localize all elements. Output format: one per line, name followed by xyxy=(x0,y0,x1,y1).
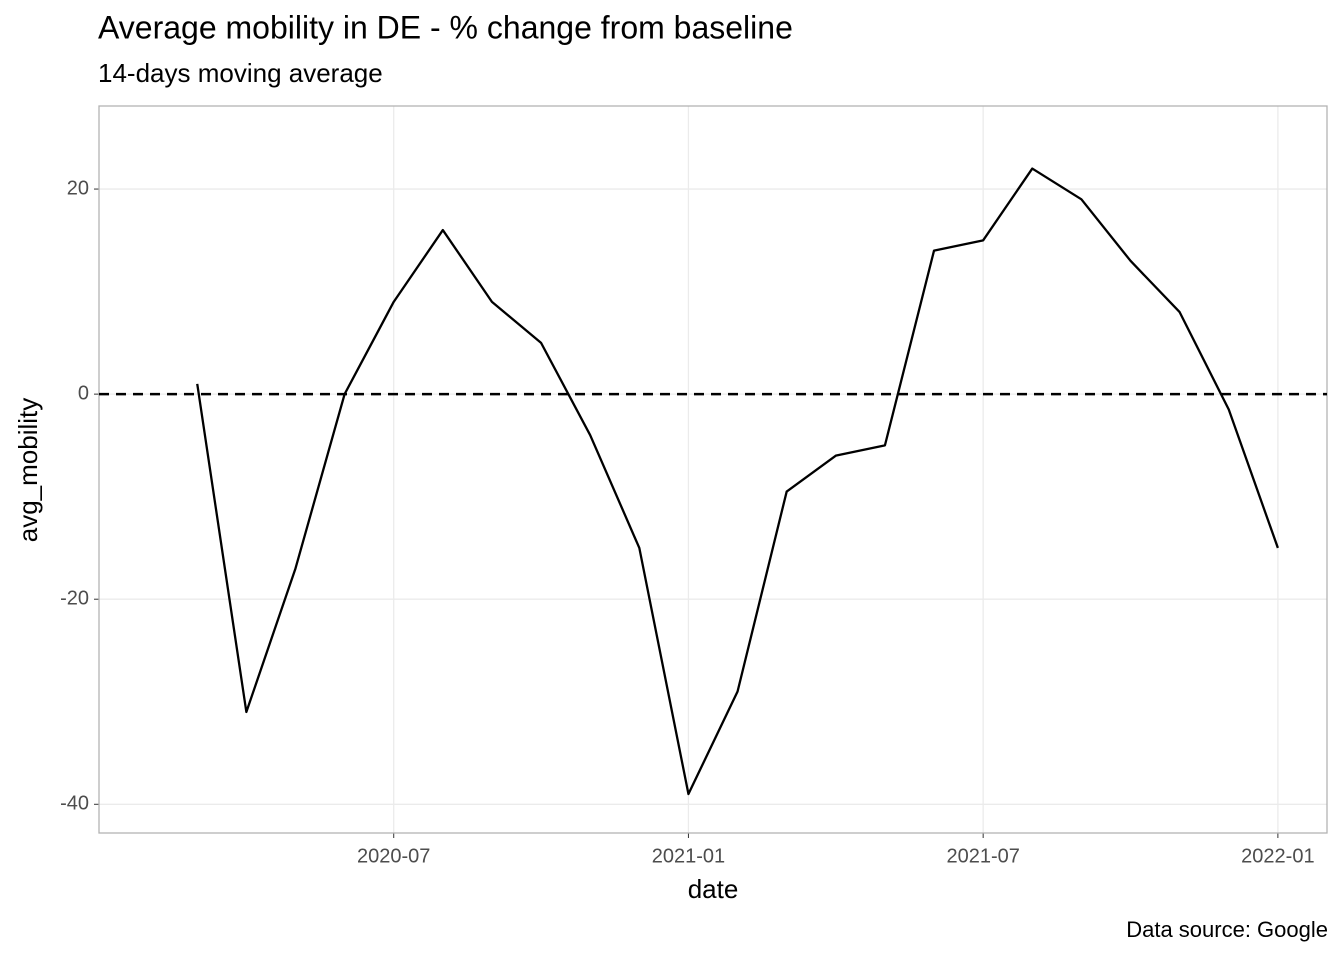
y-tick-label: 20 xyxy=(67,177,89,199)
caption: Data source: Google xyxy=(1126,917,1328,942)
y-tick-label: -20 xyxy=(60,587,89,609)
x-axis-title: date xyxy=(688,874,739,904)
x-tick-label: 2021-01 xyxy=(652,845,725,867)
y-tick-label: -40 xyxy=(60,793,89,815)
chart-subtitle: 14-days moving average xyxy=(98,58,383,88)
y-axis-title: avg_mobility xyxy=(13,398,43,543)
y-tick-label: 0 xyxy=(78,382,89,404)
chart-title: Average mobility in DE - % change from b… xyxy=(98,9,793,45)
x-tick-label: 2022-01 xyxy=(1241,845,1314,867)
panel-border xyxy=(98,105,1328,834)
data-line xyxy=(196,167,1279,796)
panel-background xyxy=(99,106,1327,833)
x-tick-label: 2021-07 xyxy=(946,845,1019,867)
x-tick-label: 2020-07 xyxy=(357,845,430,867)
